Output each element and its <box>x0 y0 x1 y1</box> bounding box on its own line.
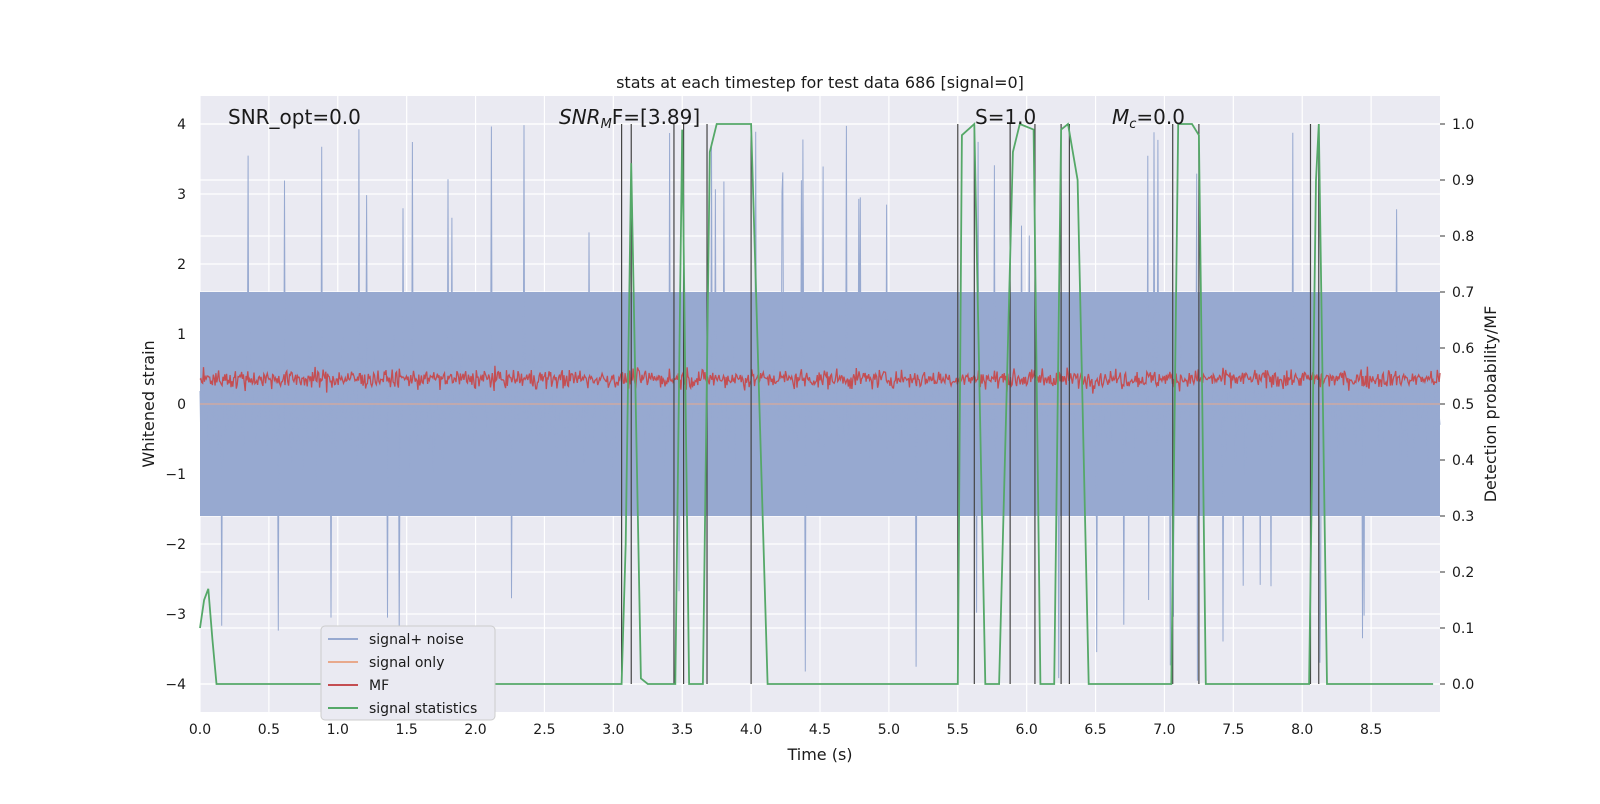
y-right-tick-label: 0.3 <box>1452 509 1474 525</box>
y-right-axis-title: Detection probability/MF <box>1481 306 1500 503</box>
x-tick-label: 1.5 <box>396 722 418 738</box>
x-tick-label: 3.5 <box>671 722 693 738</box>
y-left-tick-label: −1 <box>165 467 186 483</box>
signal-statistics-trace <box>199 122 1434 685</box>
x-tick-label: 5.5 <box>947 722 969 738</box>
y-right-tick-label: 0.0 <box>1452 677 1474 693</box>
axes-layer: 0.0 0.5 1.0 1.5 2.0 2.5 3.0 3.5 4.0 4.5 5.0 5.5 6.0 6… <box>165 117 1474 738</box>
y-right-tick-label: 0.2 <box>1452 565 1474 581</box>
legend-label-signal-only: signal only <box>369 655 444 671</box>
y-right-tick-label: 0.6 <box>1452 341 1474 357</box>
annotation-snr-opt: SNR_opt=0.0 <box>228 105 361 129</box>
x-tick-label: 0.5 <box>258 722 280 738</box>
y-left-tick-label: 0 <box>177 397 186 413</box>
legend-label-noise: signal+ noise <box>369 632 464 648</box>
y-left-tick-label: 2 <box>177 257 186 273</box>
annotation-mc: Mc=0.0 <box>1112 105 1185 132</box>
annotation-s-value: S=1.0 <box>975 105 1036 129</box>
x-tick-label: 0.0 <box>189 722 211 738</box>
signal-statistics-series <box>199 122 1434 685</box>
y-left-tick-label: −3 <box>165 607 186 623</box>
annotation-snr-mf: SNRMF=[3.89] <box>559 105 700 132</box>
y-right-tick-label: 0.7 <box>1452 285 1474 301</box>
y-left-axis-title: Whitened strain <box>139 340 158 467</box>
noise-series <box>199 125 1441 681</box>
y-right-tick-label: 0.4 <box>1452 453 1474 469</box>
annotation-mc-tail: =0.0 <box>1136 105 1185 129</box>
y-left-tick-label: 1 <box>177 327 186 343</box>
y-right-tick-label: 0.1 <box>1452 621 1474 637</box>
x-tick-label: 3.0 <box>602 722 624 738</box>
y-right-tick-label: 0.9 <box>1452 173 1474 189</box>
x-tick-label: 5.0 <box>878 722 900 738</box>
noise-trace <box>199 125 1441 681</box>
y-right-tick-label: 0.8 <box>1452 229 1474 245</box>
annotation-snr-mf-sub: M <box>601 117 612 132</box>
y-left-tick-label: 3 <box>177 187 186 203</box>
x-tick-label: 2.5 <box>533 722 555 738</box>
y-left-tick-label: −4 <box>165 677 186 693</box>
x-tick-label: 2.0 <box>464 722 486 738</box>
annotation-mc-sub: c <box>1129 117 1136 132</box>
legend-label-signal-statistics: signal statistics <box>369 701 477 717</box>
x-axis-title: Time (s) <box>786 745 852 764</box>
legend-label-mf: MF <box>369 678 389 694</box>
x-tick-label: 6.0 <box>1016 722 1038 738</box>
x-tick-label: 4.5 <box>809 722 831 738</box>
mf-series <box>199 365 1441 394</box>
x-tick-label: 8.0 <box>1291 722 1313 738</box>
legend: signal+ noise signal only MF signal stat… <box>320 625 496 721</box>
annotation-snr-mf-main: SNR <box>559 105 601 129</box>
annotation-mc-main: M <box>1112 105 1129 129</box>
y-left-tick-label: 4 <box>177 117 186 133</box>
x-tick-label: 7.0 <box>1153 722 1175 738</box>
x-tick-label: 1.0 <box>327 722 349 738</box>
y-left-tick-label: −2 <box>165 537 186 553</box>
x-tick-label: 7.5 <box>1222 722 1244 738</box>
mf-trace <box>199 365 1441 394</box>
y-right-tick-label: 0.5 <box>1452 397 1474 413</box>
annotation-snr-mf-tail: F=[3.89] <box>612 105 700 129</box>
chart-title: stats at each timestep for test data 686… <box>616 73 1024 92</box>
legend-box <box>320 625 496 721</box>
y-right-tick-label: 1.0 <box>1452 117 1474 133</box>
x-tick-label: 4.0 <box>740 722 762 738</box>
x-tick-label: 6.5 <box>1084 722 1106 738</box>
x-tick-label: 8.5 <box>1360 722 1382 738</box>
